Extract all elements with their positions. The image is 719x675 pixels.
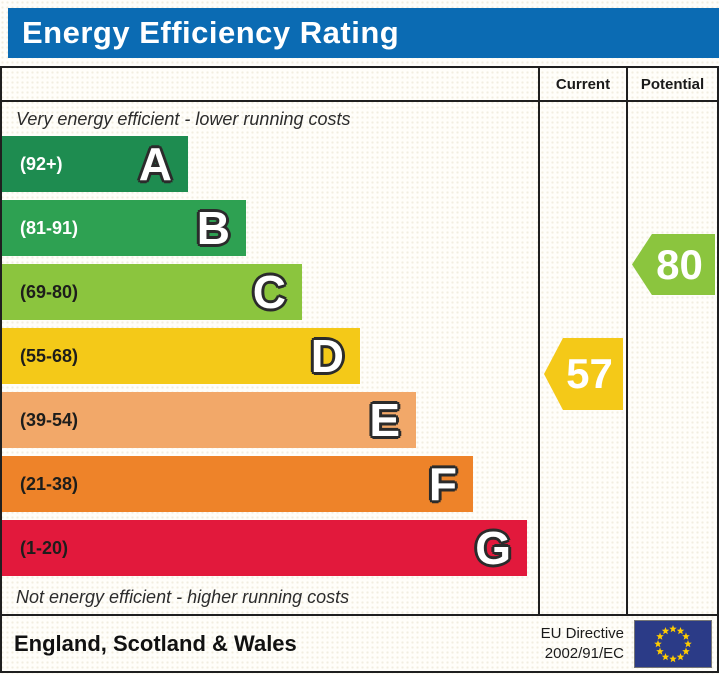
region-label: England, Scotland & Wales: [14, 630, 297, 656]
column-header-potential: Potential: [626, 68, 717, 100]
rating-table: Current Potential Very energy efficient …: [0, 66, 719, 673]
band-range: (81-91): [20, 217, 79, 238]
eu-directive-line1: EU Directive: [540, 625, 624, 642]
table-body: Very energy efficient - lower running co…: [2, 102, 717, 614]
potential-column: 80: [626, 102, 717, 614]
band-letter: E: [369, 394, 400, 446]
current-indicator: 57: [544, 338, 623, 410]
eu-directive-label: EU Directive 2002/91/EC: [541, 624, 624, 663]
band-letter: G: [475, 522, 511, 574]
band-range: (39-54): [20, 409, 79, 430]
band-letter: C: [252, 266, 286, 318]
band-range: (69-80): [20, 281, 79, 302]
band-b: (81-91) B: [2, 200, 246, 256]
band-letter: D: [310, 330, 344, 382]
band-e: (39-54) E: [2, 392, 416, 448]
header-spacer-cell: [2, 68, 538, 100]
bottom-note: Not energy efficient - higher running co…: [16, 586, 350, 607]
band-letter: A: [138, 138, 172, 190]
current-value: 57: [566, 350, 613, 397]
current-column: 57: [538, 102, 626, 614]
page-title: Energy Efficiency Rating: [22, 15, 400, 50]
rating-bands: (92+) A (81-91) B (69-80) C (55-68) D: [2, 136, 538, 576]
band-g: (1-20) G: [2, 520, 527, 576]
eu-directive-line2: 2002/91/EC: [544, 644, 624, 662]
band-letter: F: [428, 458, 457, 510]
table-header-row: Current Potential: [2, 68, 717, 102]
band-range: (21-38): [20, 473, 79, 494]
eu-flag-icon: [634, 619, 712, 668]
potential-value: 80: [656, 240, 703, 288]
band-letter: B: [196, 202, 230, 254]
footer: England, Scotland & Wales EU Directive 2…: [2, 614, 717, 671]
column-header-current: Current: [538, 68, 626, 100]
band-c: (69-80) C: [2, 264, 302, 320]
band-a: (92+) A: [2, 136, 188, 192]
potential-indicator: 80: [632, 234, 715, 295]
title-bar: Energy Efficiency Rating: [8, 8, 719, 58]
band-f: (21-38) F: [2, 456, 473, 512]
top-note: Very energy efficient - lower running co…: [16, 108, 351, 129]
band-d: (55-68) D: [2, 328, 360, 384]
band-range: (55-68): [20, 345, 79, 366]
band-range: (1-20): [20, 537, 69, 558]
bands-area: Very energy efficient - lower running co…: [2, 102, 538, 614]
band-range: (92+): [20, 153, 63, 174]
